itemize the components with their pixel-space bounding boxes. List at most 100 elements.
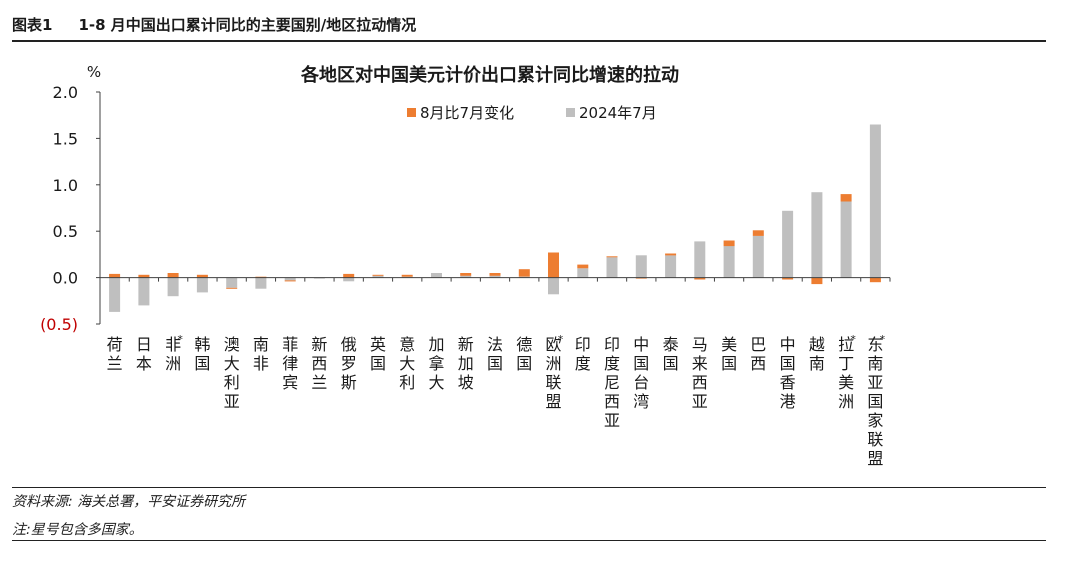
- footer-rule: [12, 487, 1046, 488]
- y-tick-label: 1.5: [53, 129, 78, 148]
- bar-aug-vs-jul-change: [840, 194, 852, 202]
- x-tick-label: 意大利: [399, 335, 415, 392]
- figure-title: 1-8 月中国出口累计同比的主要国别/地区拉动情况: [78, 16, 417, 34]
- bar-aug-vs-jul-change: [284, 280, 296, 282]
- x-tick-label: 加拿大: [428, 335, 444, 392]
- bar-aug-vs-jul-change: [811, 277, 823, 285]
- x-tick-label: 日本: [136, 335, 152, 373]
- bar-2024-july: [109, 277, 121, 312]
- x-tick-label: 中国台湾: [633, 335, 649, 411]
- chart-title: 各地区对中国美元计价出口累计同比增速的拉动: [300, 64, 679, 86]
- bar-aug-vs-jul-change: [548, 252, 559, 278]
- bar-aug-vs-jul-change: [665, 253, 677, 256]
- star-note: 注:星号包含多国家。: [12, 522, 143, 538]
- x-tick-label: 荷兰: [107, 335, 123, 373]
- bar-aug-vs-jul-change: [167, 273, 179, 278]
- bar-2024-july: [138, 277, 150, 306]
- bar-2024-july: [723, 246, 735, 278]
- bar-2024-july: [167, 277, 179, 297]
- bar-2024-july: [284, 277, 296, 281]
- x-tick-label: *拉丁美洲: [838, 333, 856, 411]
- bar-aug-vs-jul-change: [138, 274, 150, 278]
- bar-2024-july: [782, 210, 794, 278]
- bar-2024-july: [840, 201, 852, 278]
- bars: [109, 124, 881, 312]
- bar-aug-vs-jul-change: [577, 264, 589, 269]
- x-tick-label: 俄罗斯: [341, 335, 357, 392]
- y-tick-label: (0.5): [40, 315, 78, 334]
- legend-label-base: 2024年7月: [579, 104, 657, 122]
- y-tick-label: 1.0: [53, 176, 78, 195]
- x-tick-label: 越南: [809, 335, 825, 373]
- bar-aug-vs-jul-change: [343, 273, 355, 278]
- x-tick-label: 德国: [516, 335, 532, 373]
- bar-aug-vs-jul-change: [752, 230, 764, 236]
- legend-swatch-change: [407, 108, 416, 117]
- x-tick-label: 菲律宾: [282, 335, 298, 392]
- bar-chart: 各地区对中国美元计价出口累计同比增速的拉动 % 8月比7月变化 2024年7月 …: [40, 63, 891, 468]
- bar-aug-vs-jul-change: [196, 274, 208, 278]
- x-tick-label: 马来西亚: [692, 335, 708, 411]
- bar-2024-july: [460, 275, 472, 278]
- bar-2024-july: [606, 257, 618, 278]
- bar-aug-vs-jul-change: [694, 277, 706, 280]
- bar-2024-july: [255, 277, 267, 289]
- x-tick-label: 韩国: [194, 335, 210, 373]
- x-tick-label: 巴西: [750, 335, 766, 373]
- bar-aug-vs-jul-change: [372, 274, 384, 276]
- bar-aug-vs-jul-change: [109, 273, 121, 278]
- top-rule: [12, 40, 1046, 42]
- bar-aug-vs-jul-change: [518, 269, 530, 277]
- bar-aug-vs-jul-change: [401, 274, 413, 277]
- bar-2024-july: [665, 255, 677, 278]
- x-tick-label: 法国: [487, 335, 503, 373]
- bar-2024-july: [752, 235, 764, 278]
- legend: 8月比7月变化 2024年7月: [407, 104, 657, 122]
- bar-aug-vs-jul-change: [460, 273, 472, 276]
- bar-2024-july: [196, 277, 208, 293]
- y-tick-label: 0.5: [53, 222, 78, 241]
- x-tick-label: 澳大利亚: [224, 335, 240, 411]
- x-axis: [99, 277, 891, 282]
- x-tick-label: 南非: [253, 335, 269, 373]
- bar-2024-july: [694, 241, 706, 278]
- bar-2024-july: [372, 275, 384, 278]
- legend-label-change: 8月比7月变化: [420, 104, 514, 122]
- bar-2024-july: [226, 277, 238, 288]
- x-tick-label: 印度: [575, 335, 591, 373]
- x-tick-label: 新加坡: [458, 335, 474, 392]
- bar-aug-vs-jul-change: [226, 287, 238, 289]
- x-tick-label: 美国: [721, 335, 737, 373]
- x-tick-label: *东南亚国家联盟: [867, 333, 885, 468]
- figure-number: 图表1: [12, 16, 53, 34]
- y-tick-label: 0.0: [53, 269, 78, 288]
- bar-2024-july: [635, 255, 647, 278]
- y-axis: 2.0 1.5 1.0 0.5 0.0 (0.5): [40, 83, 101, 334]
- bar-2024-july: [548, 277, 559, 295]
- source-note: 资料来源: 海关总署，平安证券研究所: [12, 494, 246, 510]
- y-tick-label: 2.0: [53, 83, 78, 102]
- x-tick-label: 新西兰: [311, 335, 327, 392]
- figure-caption: 图表1 1-8 月中国出口累计同比的主要国别/地区拉动情况: [12, 14, 416, 35]
- bar-aug-vs-jul-change: [606, 256, 618, 258]
- bar-2024-july: [343, 277, 355, 282]
- bar-2024-july: [811, 192, 823, 278]
- bar-aug-vs-jul-change: [489, 273, 501, 276]
- bar-aug-vs-jul-change: [782, 277, 794, 280]
- x-tick-label: 英国: [370, 335, 386, 373]
- x-tick-label: *欧洲联盟: [545, 333, 563, 411]
- x-tick-label: 泰国: [663, 335, 679, 373]
- x-tick-label: *非洲: [165, 333, 183, 373]
- bar-aug-vs-jul-change: [869, 277, 881, 283]
- x-tick-label: 印度尼西亚: [604, 335, 620, 430]
- bar-2024-july: [577, 268, 589, 278]
- bottom-rule: [12, 540, 1046, 541]
- legend-swatch-base: [566, 108, 575, 117]
- bar-2024-july: [431, 273, 442, 278]
- bar-aug-vs-jul-change: [723, 240, 735, 247]
- bar-2024-july: [869, 124, 881, 278]
- y-unit-label: %: [87, 63, 101, 81]
- bar-2024-july: [489, 275, 501, 278]
- x-tick-label: 中国香港: [780, 335, 796, 411]
